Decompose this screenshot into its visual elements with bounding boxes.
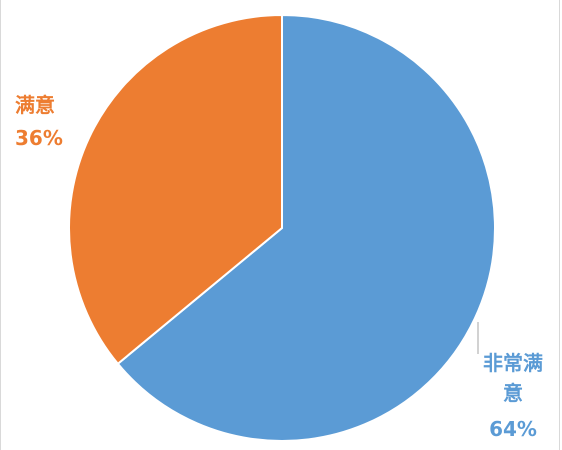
pie-slice-1 bbox=[68, 13, 283, 366]
slice-1-value-label: 36% bbox=[15, 126, 63, 150]
pie-slice-0 bbox=[116, 13, 496, 442]
slice-0-category-label: 非常满意 bbox=[483, 351, 543, 405]
slice-1-category-label: 满意 bbox=[15, 93, 55, 117]
slice-0-value-label: 64% bbox=[489, 417, 537, 441]
